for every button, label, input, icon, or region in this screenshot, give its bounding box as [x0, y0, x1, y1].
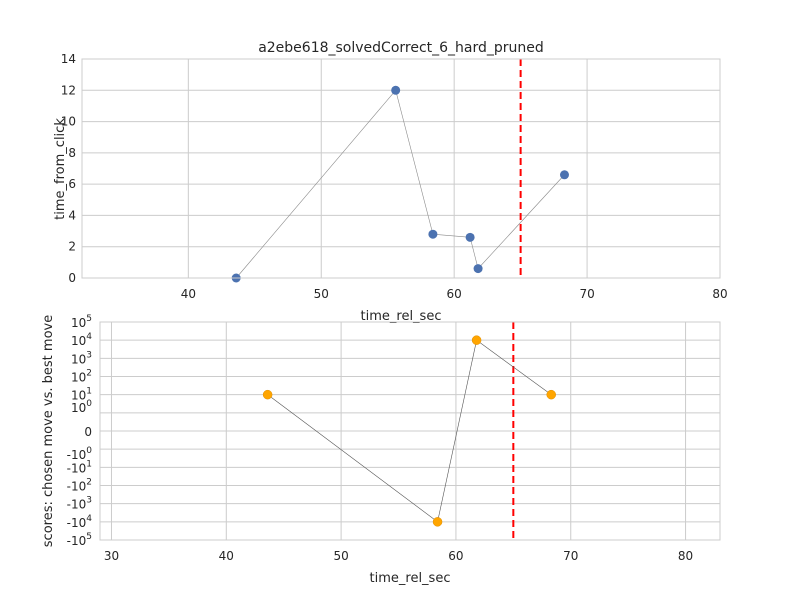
y-axis-label-bottom: scores: chosen move vs. best move	[41, 315, 56, 547]
y-tick-label: 12	[61, 83, 76, 97]
y-tick-label: -105	[67, 532, 92, 548]
plot-frame-top	[81, 58, 721, 279]
plot-frame-bottom	[99, 321, 721, 541]
y-tick-label: 105	[71, 314, 92, 330]
series-line	[235, 89, 565, 279]
x-tick-label: 80	[678, 549, 693, 563]
x-tick-label: 70	[563, 549, 578, 563]
y-tick-label: -101	[67, 459, 92, 475]
x-axis-label-bottom: time_rel_sec	[370, 571, 451, 586]
y-tick-label: 0	[84, 425, 92, 439]
data-point	[432, 517, 443, 527]
chart-bottom: 30 40 50 60 70 801051041031021011000-100-101-…	[41, 314, 721, 586]
x-tick-label: 60	[448, 549, 463, 563]
x-tick-label: 40	[219, 549, 234, 563]
series-line	[267, 339, 552, 523]
data-point	[559, 170, 569, 180]
x-tick-label: 50	[333, 549, 348, 563]
data-point	[546, 389, 556, 400]
x-tick-label: 60	[447, 287, 462, 301]
data-point	[465, 232, 475, 242]
y-tick-label: -102	[67, 478, 92, 494]
x-tick-label: 50	[314, 287, 329, 301]
x-tick-label: 70	[579, 287, 594, 301]
y-tick-label: 4	[68, 208, 76, 222]
data-point	[262, 389, 273, 400]
y-tick-label: 6	[68, 177, 76, 191]
y-tick-label: -100	[67, 446, 93, 462]
chart-top: 40 50 60 70 80 0 2 4 6 8 10 12 14 a2ebe618_solvedCor…	[53, 40, 728, 324]
y-axis-label-top: time_from_click	[53, 118, 68, 220]
y-tick-label: -103	[67, 496, 92, 512]
y-tick-label: 2	[68, 240, 76, 254]
data-point	[391, 85, 401, 95]
y-tick-label: 10	[61, 115, 76, 129]
y-tick-label: 100	[71, 399, 92, 415]
data-point	[471, 335, 482, 345]
x-tick-label: 80	[712, 287, 727, 301]
x-tick-label: 30	[104, 549, 119, 563]
y-tick-label: 102	[71, 369, 92, 385]
data-point	[428, 229, 438, 239]
y-tick-label: 14	[61, 52, 76, 66]
y-tick-label: -104	[67, 514, 93, 530]
x-tick-label: 40	[181, 287, 196, 301]
y-tick-label: 103	[71, 350, 92, 366]
y-tick-label: 104	[71, 332, 92, 348]
chart-title: a2ebe618_solvedCorrect_6_hard_pruned	[258, 40, 544, 56]
y-tick-label: 0	[68, 271, 76, 285]
x-axis-label-top: time_rel_sec	[361, 309, 442, 324]
y-tick-label: 8	[68, 146, 76, 160]
data-point	[473, 264, 483, 274]
